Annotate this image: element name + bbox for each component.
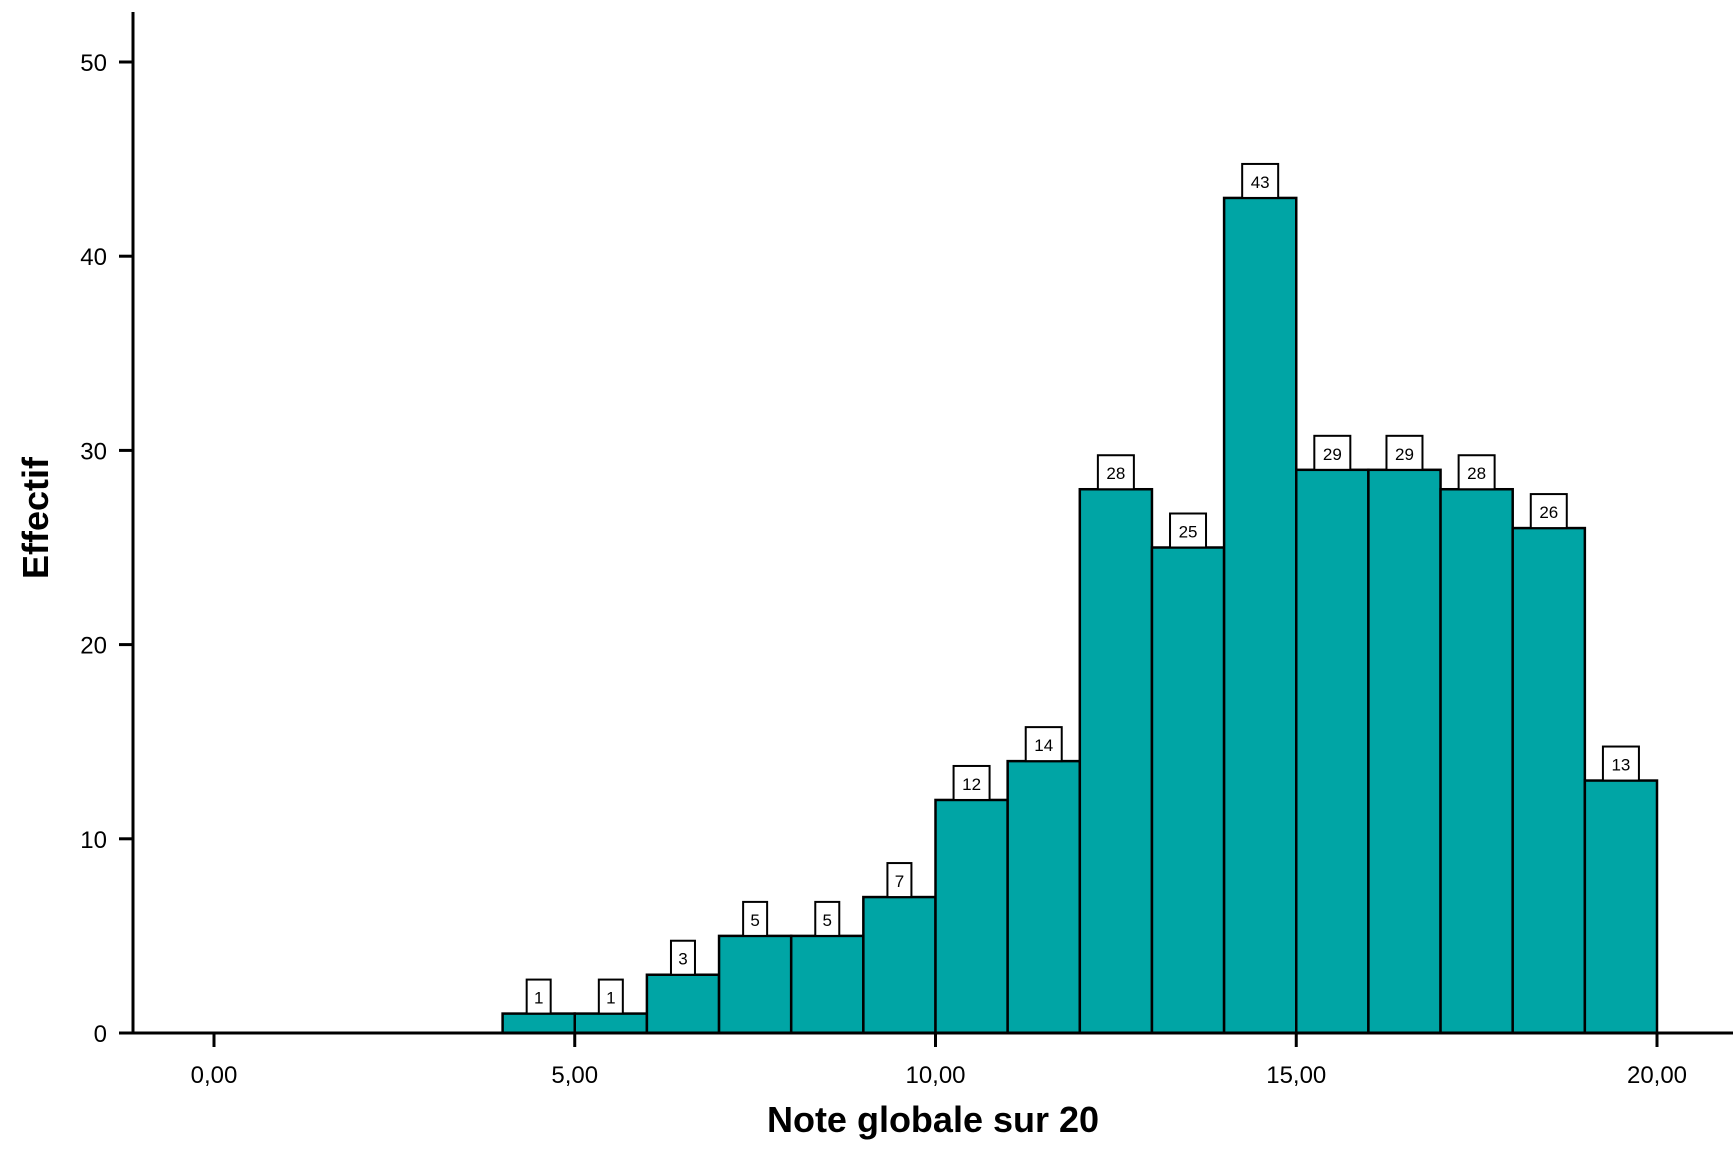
histogram-bar — [1511, 526, 1587, 1035]
data-label-box — [1096, 454, 1135, 491]
histogram-bar — [789, 934, 865, 1035]
data-label: 7 — [895, 872, 904, 891]
data-label: 28 — [1106, 464, 1125, 483]
y-tick-label: 30 — [80, 438, 107, 465]
x-tick-label: 15,00 — [1266, 1062, 1326, 1089]
x-tick-label: 0,00 — [191, 1062, 238, 1089]
data-label-box — [952, 764, 991, 801]
y-tick-label: 20 — [80, 633, 107, 660]
data-label-box — [1601, 745, 1640, 782]
data-label: 25 — [1179, 523, 1198, 542]
histogram-bar — [862, 895, 937, 1035]
data-label-box — [1024, 726, 1063, 763]
data-label-box — [886, 862, 913, 899]
data-label: 13 — [1611, 756, 1630, 775]
x-tick-label: 10,00 — [905, 1062, 965, 1089]
ticks-layer: 0 10 20 30 40 50 0,00 5,00 10,00 15,00 20,00 — [80, 50, 1687, 1089]
data-label: 29 — [1323, 445, 1342, 464]
histogram-bar — [1367, 468, 1442, 1035]
data-label: 5 — [823, 911, 832, 930]
data-label: 26 — [1539, 503, 1558, 522]
histogram-bar — [1222, 196, 1298, 1035]
data-label-box — [742, 900, 769, 937]
data-label-box — [814, 900, 841, 937]
data-label-box — [597, 978, 624, 1015]
histogram-bar — [645, 973, 721, 1035]
data-label: 28 — [1467, 464, 1486, 483]
y-tick-label: 10 — [80, 827, 107, 854]
histogram-bar — [1439, 487, 1514, 1035]
data-label: 1 — [534, 989, 543, 1008]
data-label-box — [1313, 434, 1352, 471]
histogram-bar — [573, 1012, 649, 1035]
data-label: 5 — [750, 911, 759, 930]
histogram-bar — [1078, 487, 1154, 1035]
y-tick-label: 40 — [80, 244, 107, 271]
histogram-bar — [1150, 546, 1226, 1035]
data-label: 43 — [1251, 173, 1270, 192]
x-tick-label: 20,00 — [1627, 1062, 1687, 1089]
y-tick-label: 50 — [80, 50, 107, 77]
data-label: 3 — [678, 950, 687, 969]
data-label: 29 — [1395, 445, 1414, 464]
histogram-bar — [934, 798, 1009, 1035]
histogram-bar — [1006, 759, 1082, 1035]
data-label-box — [1385, 434, 1424, 471]
histogram-bar — [1583, 779, 1659, 1035]
data-label-box — [1241, 162, 1280, 199]
x-axis-title: Note globale sur 20 — [767, 1099, 1099, 1140]
data-label-box — [1457, 454, 1496, 491]
y-axis-title: Effectif — [15, 456, 56, 579]
data-label-box — [1529, 493, 1568, 530]
histogram-bar — [717, 934, 793, 1035]
data-label-box — [525, 978, 552, 1015]
data-label: 1 — [606, 989, 615, 1008]
data-label: 14 — [1034, 736, 1053, 755]
histogram-bar — [501, 1012, 577, 1035]
y-tick-label: 0 — [94, 1021, 107, 1048]
data-label-box — [1169, 512, 1208, 549]
data-label: 12 — [962, 775, 981, 794]
x-tick-label: 5,00 — [551, 1062, 598, 1089]
histogram-bar — [1295, 468, 1370, 1035]
axes-layer — [131, 12, 1733, 1035]
data-label-box — [669, 939, 696, 976]
bars-layer — [501, 196, 1659, 1035]
